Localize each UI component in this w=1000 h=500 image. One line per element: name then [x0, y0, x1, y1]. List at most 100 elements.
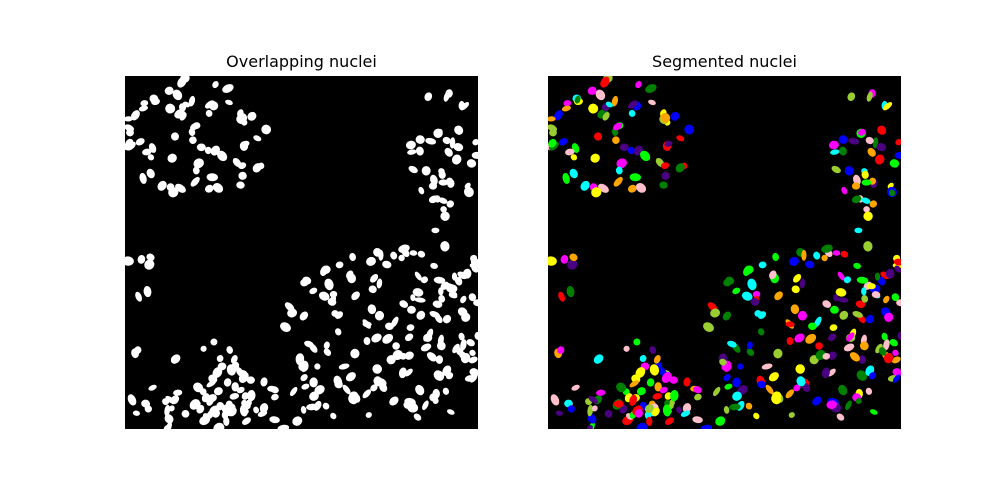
segmented-nucleus	[865, 136, 874, 145]
nucleus-mask	[426, 352, 437, 362]
nucleus-mask	[350, 348, 360, 359]
nucleus-mask	[193, 158, 204, 169]
nucleus-mask	[455, 347, 464, 356]
segmented-nucleus	[840, 250, 849, 258]
segmented-nucleus	[586, 425, 593, 429]
segmented-nucleus	[660, 162, 670, 169]
segmented-nucleus	[700, 424, 713, 429]
segmented-nucleus	[660, 112, 671, 123]
nucleus-mask	[466, 159, 477, 168]
segmented-nucleus	[838, 384, 848, 396]
segmented-nucleus	[732, 287, 741, 295]
segmented-nucleus	[856, 276, 869, 284]
nucleus-mask	[212, 182, 224, 193]
nucleus-mask	[438, 287, 444, 296]
nucleus-mask	[237, 162, 247, 169]
segmented-nucleus	[588, 395, 599, 404]
segmented-nucleus	[769, 270, 777, 280]
segmented-nucleus	[836, 413, 845, 421]
segmented-nucleus	[855, 300, 866, 308]
segmented-nucleus	[548, 256, 557, 266]
segmented-nucleus	[580, 180, 590, 191]
nucleus-mask	[440, 211, 450, 221]
nucleus-mask	[473, 299, 478, 307]
segmented-nucleus	[883, 295, 890, 304]
segmented-nucleus	[893, 258, 901, 266]
segmented-nucleus	[659, 386, 668, 394]
segmented-nucleus	[732, 391, 742, 401]
nucleus-mask	[225, 99, 233, 106]
nucleus-mask	[146, 253, 155, 262]
nucleus-mask	[223, 378, 232, 387]
segmented-nucleus	[805, 333, 817, 344]
segmented-nucleus	[595, 89, 606, 101]
segmented-nucleus	[801, 249, 807, 261]
segmented-nucleus	[593, 132, 603, 141]
segmented-nucleus	[588, 103, 599, 114]
nucleus-mask	[213, 387, 223, 396]
nucleus-mask	[167, 153, 177, 163]
nucleus-mask	[415, 384, 425, 396]
nucleus-mask	[446, 200, 455, 208]
segmented-nucleus	[649, 364, 660, 376]
nucleus-mask	[261, 124, 272, 135]
segmented-nucleus	[892, 368, 901, 377]
segmented-nucleus	[852, 311, 863, 318]
segmented-nucleus	[851, 195, 862, 204]
nucleus-mask	[362, 321, 372, 328]
segmented-nucleus	[790, 304, 800, 315]
segmented-nucleus	[861, 294, 869, 303]
nucleus-mask	[301, 383, 310, 390]
segmented-nucleus	[635, 81, 642, 89]
nucleus-mask	[314, 385, 325, 395]
segmented-nucleus	[587, 86, 597, 95]
segmented-nucleus	[829, 324, 838, 331]
nucleus-mask	[212, 81, 219, 89]
nucleus-mask	[368, 285, 377, 294]
segmented-nucleus	[884, 312, 894, 322]
segmented-nucleus	[861, 170, 869, 179]
segmented-nucleus	[743, 265, 754, 275]
segmented-nucleus	[859, 341, 869, 351]
nucleus-mask	[206, 173, 218, 182]
segmented-nucleus	[644, 404, 654, 414]
nucleus-mask	[417, 250, 426, 258]
segmented-nucleus	[555, 410, 563, 416]
nucleus-mask	[226, 364, 237, 376]
segmented-nucleus	[896, 299, 901, 307]
nucleus-mask	[440, 206, 447, 213]
segmented-nucleus	[627, 100, 638, 109]
nucleus-mask	[324, 278, 334, 291]
segmented-nucleus	[867, 283, 876, 290]
nucleus-mask	[172, 89, 183, 101]
nucleus-mask	[443, 91, 450, 102]
nucleus-mask	[349, 391, 359, 401]
segmented-nuclei-image	[548, 76, 901, 429]
nucleus-mask	[414, 297, 426, 303]
segmented-nucleus	[821, 244, 833, 253]
nucleus-mask	[211, 409, 220, 418]
segmented-nucleus	[792, 274, 802, 283]
nucleus-mask	[241, 417, 252, 425]
nucleus-mask	[367, 304, 377, 315]
segmented-nucleus	[566, 286, 575, 298]
segmented-nucleus	[866, 91, 873, 102]
nucleus-mask	[323, 348, 332, 356]
nucleus-mask	[125, 256, 134, 266]
nucleus-mask	[135, 291, 142, 302]
segmented-nucleus	[627, 146, 635, 155]
nucleus-mask	[428, 195, 439, 204]
segmented-nucleus	[828, 140, 839, 150]
left-panel-title: Overlapping nuclei	[226, 52, 377, 71]
segmented-nucleus	[863, 241, 873, 252]
segmented-nucleus	[772, 252, 779, 262]
segmented-nucleus	[648, 99, 656, 106]
segmented-nucleus	[746, 348, 755, 356]
nucleus-mask	[300, 362, 309, 373]
nucleus-mask	[460, 295, 467, 304]
nucleus-mask	[237, 112, 248, 123]
segmented-nucleus	[765, 384, 774, 395]
segmented-nucleus	[567, 405, 575, 413]
nucleus-mask	[442, 387, 450, 395]
nucleus-mask	[192, 166, 200, 175]
